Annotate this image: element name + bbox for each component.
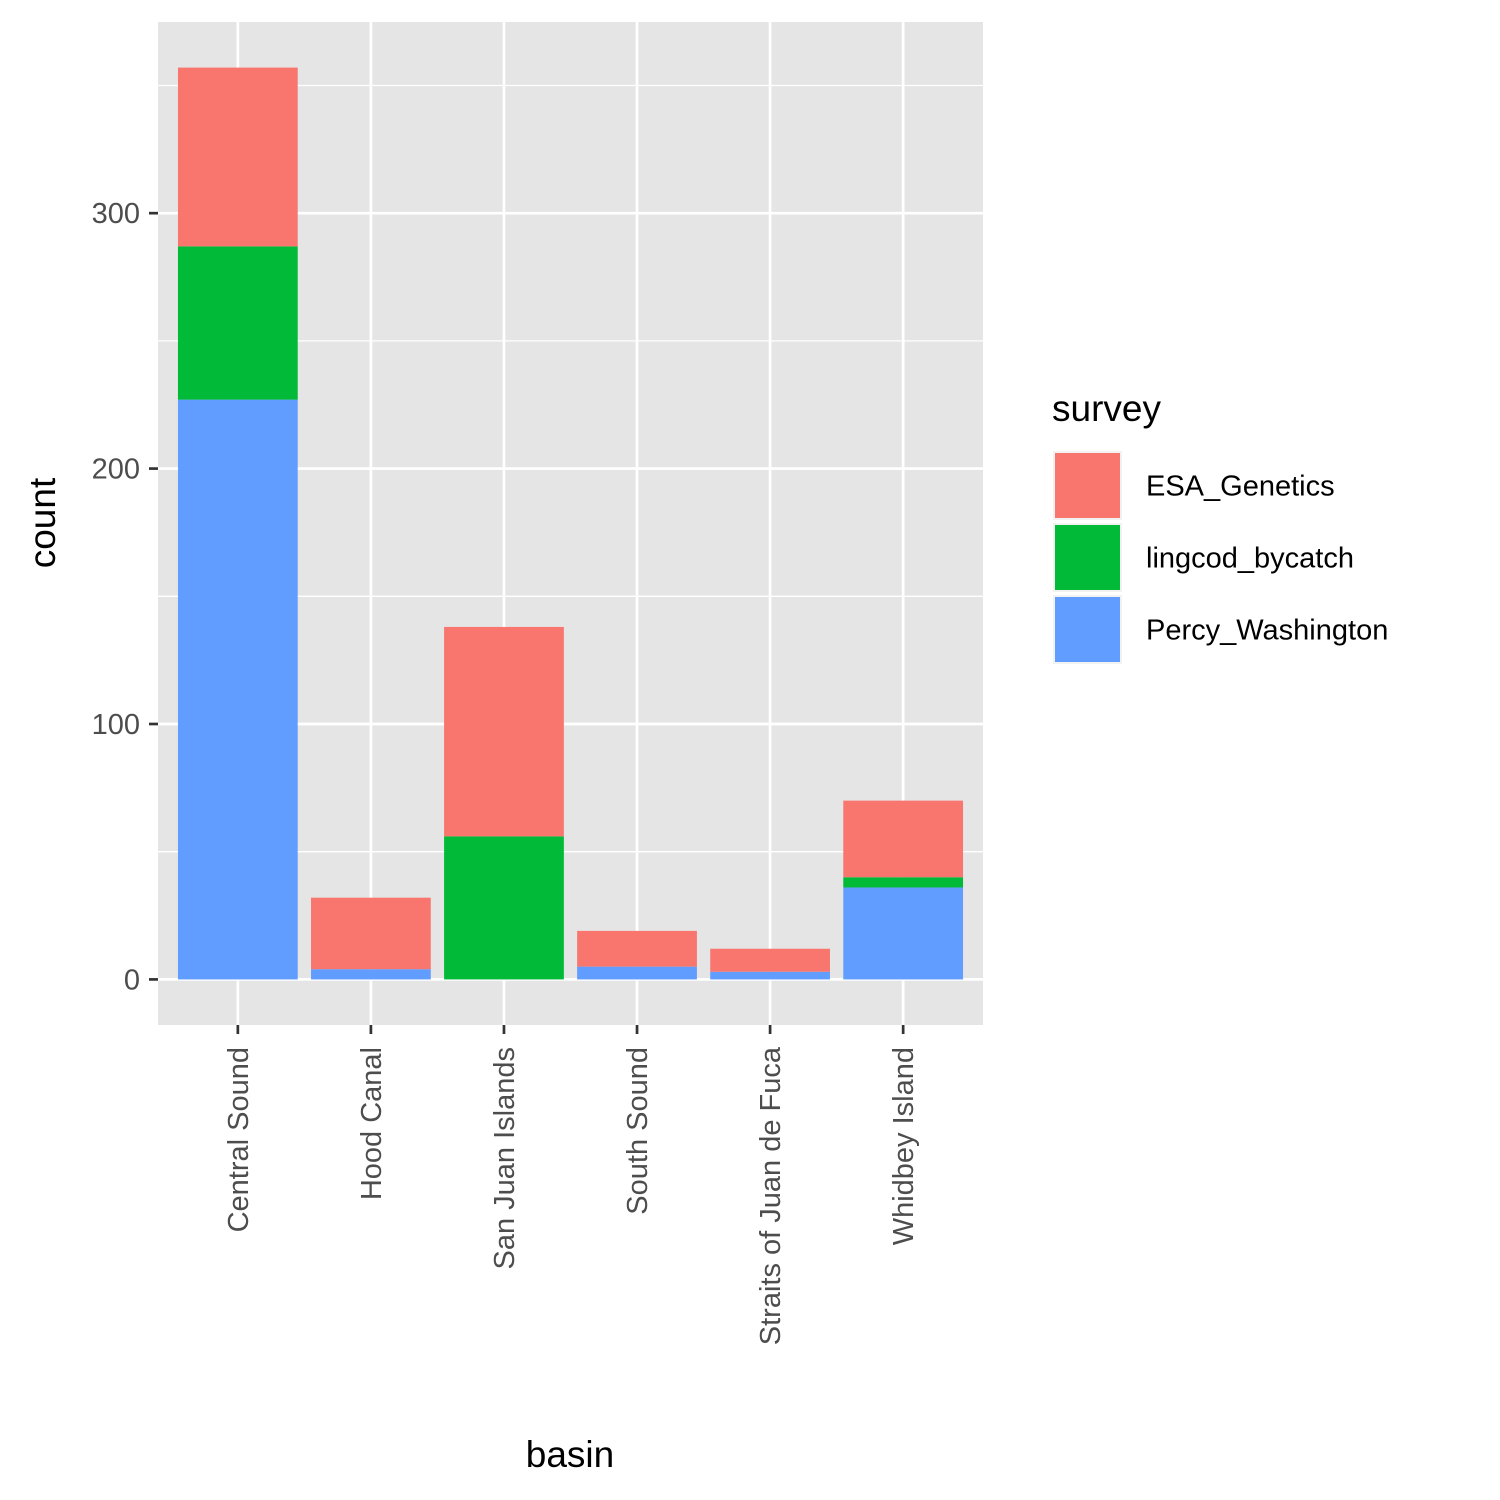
bar-segment [843,877,964,888]
x-tick-label: South Sound [622,1047,654,1215]
bar-segment [577,966,697,980]
y-axis-title: count [22,477,63,568]
legend-label: ESA_Genetics [1146,471,1335,503]
legend-label: lingcod_bycatch [1146,543,1354,575]
bar-segment [177,246,298,400]
legend-title: survey [1052,388,1161,429]
x-tick-label: Central Sound [223,1047,255,1232]
bar-segment [710,948,830,972]
y-tick-label: 300 [92,198,140,230]
bar-segment [444,626,564,837]
bar-segment [311,897,431,970]
bar-segment [843,800,964,878]
bar-segment [710,971,830,980]
x-tick-label: San Juan Islands [489,1047,521,1269]
x-axis-title: basin [526,1434,614,1475]
legend-key-swatch [1055,597,1120,662]
x-axis: Central Sound Hood Canal San Juan Islands S… [223,1025,920,1345]
legend-label: Percy_Washington [1146,615,1388,647]
y-tick-label: 0 [124,964,140,996]
legend: survey ESA_Genetics lingcod_bycatch Percy_… [1052,388,1388,664]
x-tick-label: Straits of Juan de Fuca [755,1046,787,1345]
bar-segment [577,930,697,967]
x-tick-label: Hood Canal [356,1047,388,1200]
bar-segment [843,887,964,980]
y-tick-label: 200 [92,454,140,486]
legend-key-swatch [1055,525,1120,590]
y-axis: 0 100 200 300 [92,198,158,996]
legend-key-swatch [1055,453,1120,518]
y-tick-label: 100 [92,709,140,741]
bar-segment [444,836,564,980]
bar-segment [177,399,298,980]
bars [177,67,964,980]
bar-segment [177,67,298,247]
bar-segment [311,969,431,980]
x-tick-label: Whidbey Island [888,1047,920,1245]
